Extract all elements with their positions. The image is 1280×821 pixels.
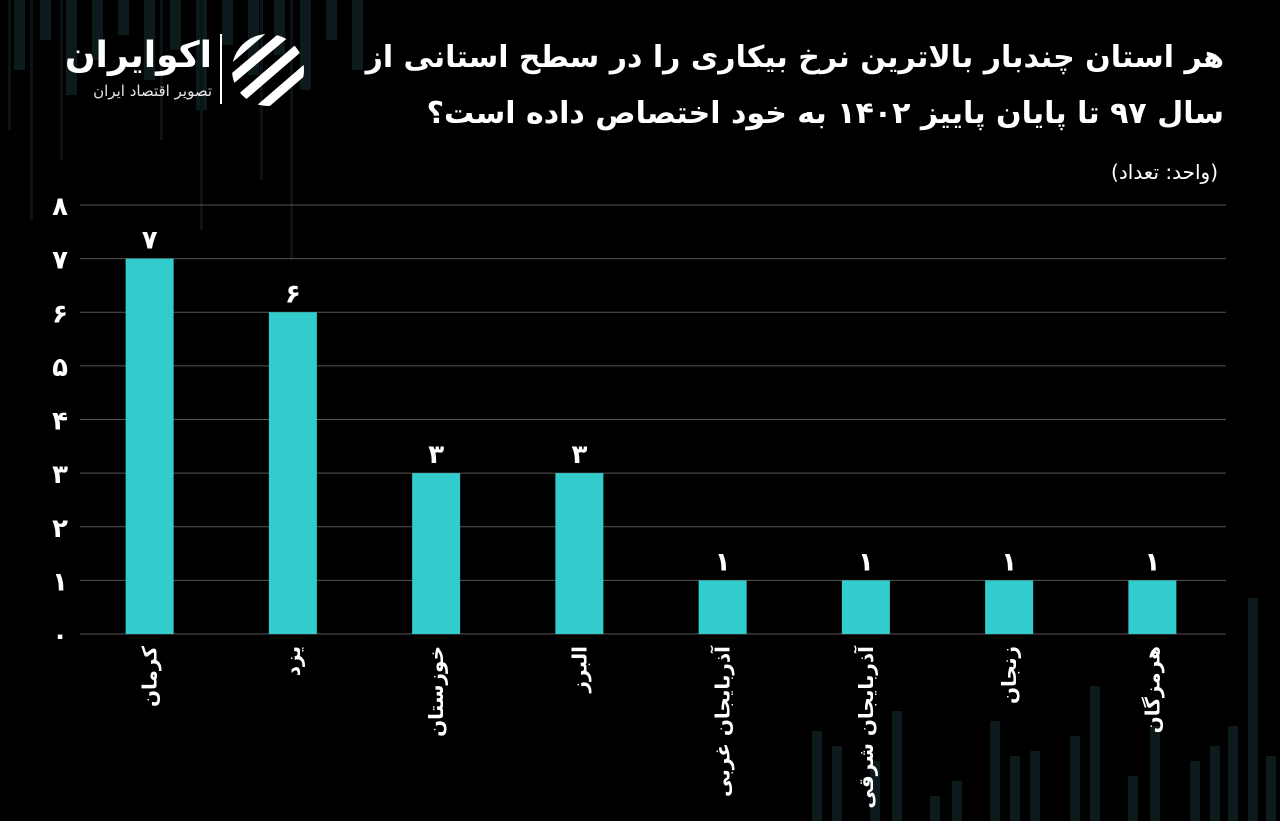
brand-logo: اکوایران تصویر اقتصاد ایران xyxy=(48,30,310,110)
bg-deco-bar xyxy=(1228,726,1238,821)
category-label: آذربایجان غربی xyxy=(710,645,735,797)
value-label: ۷ xyxy=(142,226,158,256)
bg-deco-bar xyxy=(892,711,902,821)
category-label: آذربایجان شرقی xyxy=(853,645,878,809)
bg-deco-line xyxy=(260,0,263,180)
chart-title: هر استان چندبار بالاترین نرخ بیکاری را د… xyxy=(364,30,1224,142)
bg-deco-bar xyxy=(274,0,285,55)
value-label: ۳ xyxy=(571,440,587,470)
value-label: ۱ xyxy=(1144,547,1160,577)
title-line-1: هر استان چندبار بالاترین نرخ بیکاری را د… xyxy=(365,40,1224,75)
bg-deco-bar xyxy=(1090,686,1100,821)
logo-divider xyxy=(220,34,222,104)
bg-deco-line xyxy=(200,0,203,230)
brand-tagline: تصویر اقتصاد ایران xyxy=(93,82,212,100)
y-tick-label: ۶ xyxy=(52,299,68,329)
bg-deco-bar xyxy=(1248,598,1258,821)
y-tick-label: ۱ xyxy=(52,567,68,597)
brand-mark-icon xyxy=(232,34,304,106)
bg-deco-bar xyxy=(66,0,77,95)
bar xyxy=(555,473,604,634)
bg-deco-bar xyxy=(118,0,129,35)
title-line-2: سال ۹۷ تا پایان پاییز ۱۴۰۲ به خود اختصاص… xyxy=(426,96,1224,131)
bg-deco-bar xyxy=(1030,751,1040,821)
bg-deco-line xyxy=(30,0,33,220)
bg-deco-bar xyxy=(300,0,311,90)
y-tick-label: ۷ xyxy=(52,246,68,276)
bg-deco-line xyxy=(8,0,11,130)
value-label: ۱ xyxy=(715,547,731,577)
bg-deco-bar xyxy=(92,0,103,60)
brand-name: اکوایران xyxy=(64,35,212,76)
y-tick-label: ۲ xyxy=(52,514,68,544)
bar xyxy=(985,580,1034,634)
value-label: ۳ xyxy=(428,440,444,470)
category-label: یزد xyxy=(281,646,305,676)
bg-deco-bar xyxy=(1010,756,1020,821)
bg-deco-bar xyxy=(326,0,337,40)
bg-deco-bar xyxy=(1070,736,1080,821)
bg-deco-bar xyxy=(14,0,25,70)
bg-deco-bar xyxy=(352,0,363,70)
bg-deco-line xyxy=(60,0,63,160)
bg-deco-bar xyxy=(1210,746,1220,821)
bar xyxy=(1128,580,1177,634)
bg-deco-line xyxy=(160,0,163,140)
unit-label: (واحد: تعداد) xyxy=(1111,160,1218,184)
bg-deco-bar xyxy=(40,0,51,40)
bg-deco-bar xyxy=(832,746,842,821)
y-tick-label: ۴ xyxy=(52,407,68,437)
bar xyxy=(268,312,317,634)
bg-deco-bar xyxy=(1150,726,1160,821)
bg-deco-bar xyxy=(952,781,962,821)
bg-deco-bar xyxy=(144,0,155,80)
value-label: ۱ xyxy=(1001,547,1017,577)
bg-deco-bar xyxy=(990,721,1000,821)
y-tick-label: ۸ xyxy=(52,192,68,222)
bg-deco-bar xyxy=(222,0,233,45)
category-label: البرز xyxy=(567,646,591,693)
bg-deco-bar xyxy=(1266,756,1276,821)
bg-deco-bar xyxy=(1128,776,1138,821)
y-tick-label: ۵ xyxy=(52,353,68,383)
category-label: زنجان xyxy=(997,646,1021,704)
bg-deco-bar xyxy=(170,0,181,50)
category-label: خوزستان xyxy=(424,646,448,737)
bar xyxy=(412,473,461,634)
value-label: ۶ xyxy=(285,279,301,309)
bar xyxy=(841,580,890,634)
bg-deco-bar xyxy=(870,761,880,821)
bg-deco-bar xyxy=(812,731,822,821)
bg-deco-line xyxy=(290,0,293,260)
y-tick-label: ۳ xyxy=(52,460,68,490)
bar xyxy=(698,580,747,634)
y-tick-label: ۰ xyxy=(52,621,68,651)
bar xyxy=(125,258,174,634)
category-label: کرمان xyxy=(138,646,162,707)
bg-deco-bar xyxy=(1190,761,1200,821)
value-label: ۱ xyxy=(858,547,874,577)
bg-deco-bar xyxy=(930,796,940,821)
category-label: هرمزگان xyxy=(1140,646,1164,733)
